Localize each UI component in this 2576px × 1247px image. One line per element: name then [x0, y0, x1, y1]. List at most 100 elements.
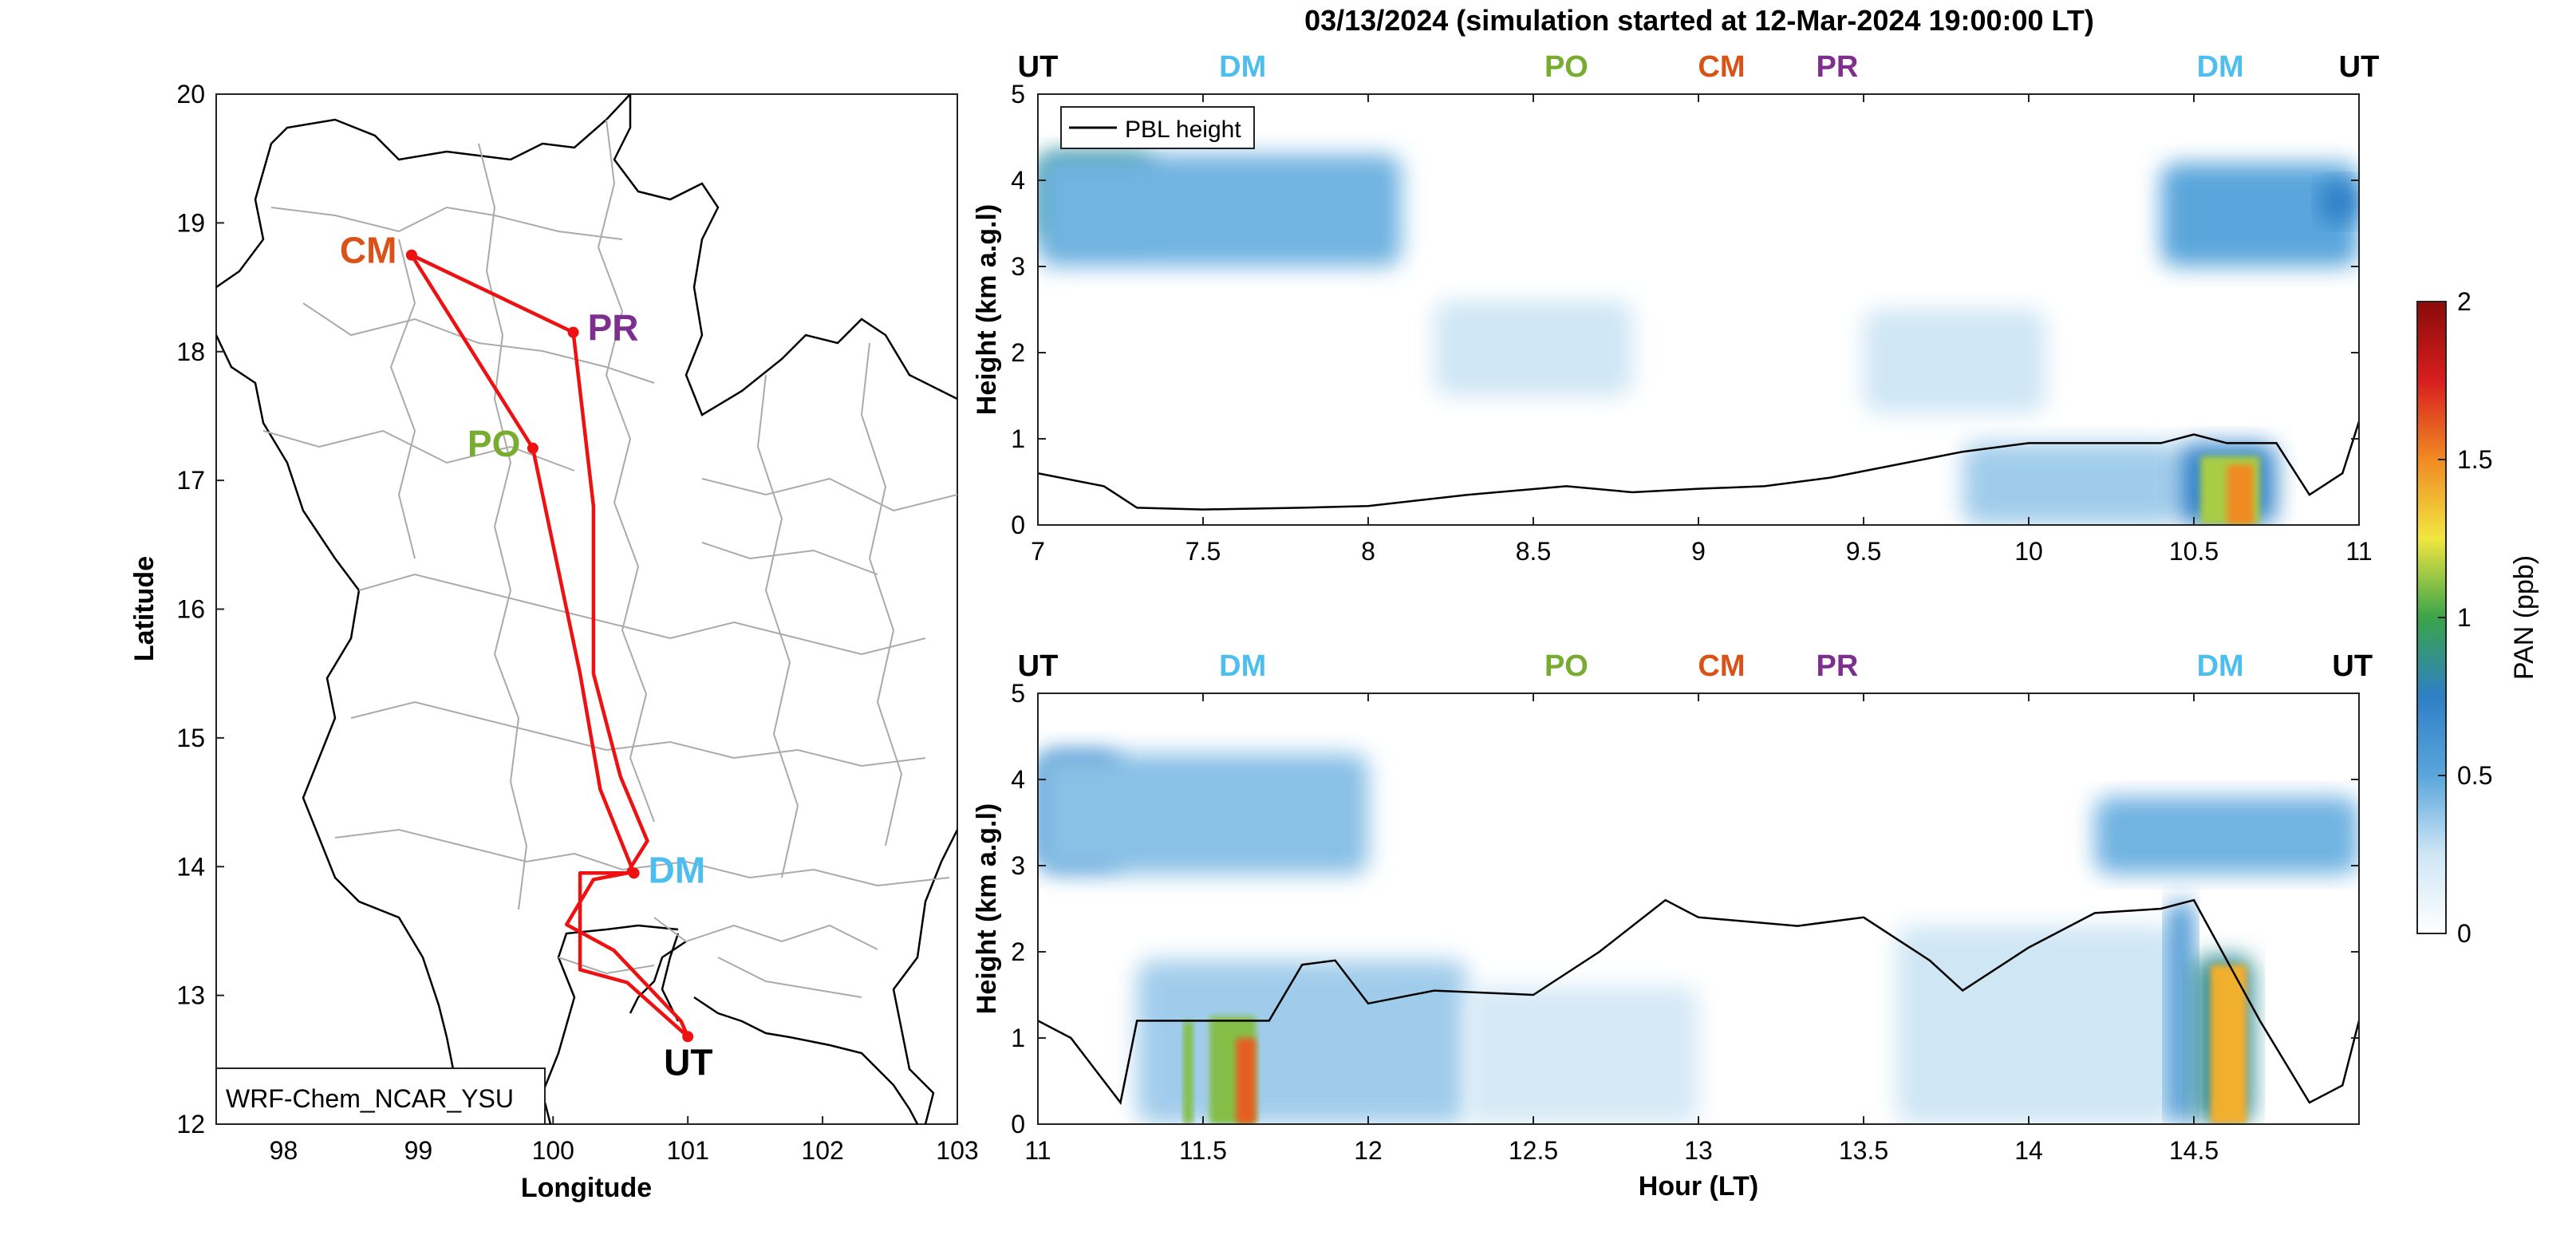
colorbar-tick-label: 0.5 [2457, 761, 2492, 790]
map-y-tick-label: 16 [176, 595, 205, 624]
map-y-tick-label: 19 [176, 208, 205, 237]
map-y-tick-label: 15 [176, 724, 205, 752]
map-y-tick-label: 20 [176, 80, 205, 109]
y-tick-label: 0 [1011, 1110, 1025, 1138]
site-marker-po [527, 442, 538, 454]
x-tick-label: 7.5 [1185, 537, 1221, 566]
site-label-pr: PR [588, 307, 639, 349]
site-label-cm: CM [1698, 50, 1745, 84]
y-tick-label: 5 [1011, 679, 1025, 708]
top-heatmap-panel: 7 7.5 8 8.5 9 9.5 10 10.5 11 0 1 2 3 4 5 UT DM PO CM PR DM… [972, 50, 2379, 566]
y-tick-label: 3 [1011, 851, 1025, 880]
x-tick-label: 12 [1354, 1136, 1383, 1165]
y-tick-label: 5 [1011, 80, 1025, 109]
map-axes-box [215, 93, 958, 1125]
top-pan-field [1038, 154, 2359, 525]
map-y-label: Latitude [129, 556, 160, 661]
colorbar-tick-label: 2 [2457, 287, 2471, 316]
map-x-label: Longitude [521, 1173, 652, 1203]
bottom-y-label: Height (km a.g.l) [972, 803, 1002, 1014]
map-x-tick-label: 101 [666, 1136, 708, 1165]
pbl-legend: PBL height [1060, 106, 1255, 149]
site-label-dm: DM [1219, 50, 1266, 84]
map-y-ticks: 12 13 14 15 16 17 18 19 20 [176, 80, 224, 1138]
y-tick-label: 0 [1011, 511, 1025, 539]
x-tick-label: 13.5 [1839, 1136, 1888, 1165]
y-tick-label: 1 [1011, 1024, 1025, 1052]
site-label-pr: PR [1816, 50, 1858, 84]
site-label-dm: DM [2197, 50, 2244, 84]
colorbar: 0 0.5 1 1.5 2 PAN (ppb) [2416, 287, 2539, 948]
site-label-dm: DM [2197, 649, 2244, 683]
x-tick-label: 14 [2014, 1136, 2043, 1165]
y-tick-label: 2 [1011, 937, 1025, 966]
country-border [216, 94, 957, 1124]
map-x-ticks: 98 99 100 101 102 103 [270, 1116, 979, 1165]
pan-concentration-patch [2167, 900, 2194, 1124]
map-x-tick-label: 99 [404, 1136, 433, 1165]
pan-concentration-patch [1896, 925, 2178, 1124]
pan-concentration-patch [1038, 154, 1402, 266]
bottom-site-labels: UT DM PO CM PR DM UT [1018, 649, 2373, 683]
site-marker-pr [567, 326, 579, 338]
pan-concentration-patch [2160, 163, 2359, 266]
pan-concentration-patch [2227, 464, 2254, 525]
y-tick-label: 2 [1011, 338, 1025, 367]
top-pbl-height-line [1038, 421, 2359, 511]
x-tick-label: 9 [1691, 537, 1706, 566]
pan-concentration-patch [1963, 443, 2178, 525]
top-site-labels: UT DM PO CM PR DM UT [1018, 50, 2380, 84]
pbl-legend-label: PBL height [1125, 116, 1241, 143]
site-label-po: PO [1544, 50, 1588, 84]
map-boundaries: CM PR PO DM UT [216, 94, 957, 1124]
top-y-label: Height (km a.g.l) [972, 204, 1002, 415]
model-annotation-box [215, 1067, 546, 1125]
site-label-ut: UT [664, 1041, 712, 1083]
pan-concentration-patch [1467, 986, 1698, 1124]
top-x-ticks: 7 7.5 8 8.5 9 9.5 10 10.5 11 [1031, 94, 2373, 566]
y-tick-label: 4 [1011, 765, 1025, 794]
map-y-tick-label: 12 [176, 1110, 205, 1138]
pan-concentration-patch [1864, 310, 2045, 413]
x-tick-label: 11 [1024, 1136, 1051, 1165]
site-label-cm: CM [1698, 649, 1745, 683]
province-borders [262, 119, 957, 998]
site-label-cm: CM [340, 230, 397, 271]
bottom-pbl-height-line [1038, 898, 2359, 1105]
site-label-pr: PR [1816, 649, 1858, 683]
colorbar-label: PAN (ppb) [2509, 555, 2539, 680]
x-tick-label: 9.5 [1846, 537, 1881, 566]
x-tick-label: 13 [1684, 1136, 1713, 1165]
pan-concentration-patch [2319, 180, 2359, 223]
map-x-tick-label: 100 [532, 1136, 574, 1165]
y-tick-label: 3 [1011, 252, 1025, 281]
x-tick-label: 8.5 [1516, 537, 1551, 566]
map-x-tick-label: 103 [936, 1136, 978, 1165]
x-tick-label: 12.5 [1509, 1136, 1558, 1165]
bottom-x-label: Hour (LT) [1639, 1171, 1758, 1202]
colorbar-tick-label: 1 [2457, 603, 2471, 632]
site-markers: CM PR PO DM UT [340, 230, 713, 1083]
model-annotation: WRF-Chem_NCAR_YSU [226, 1084, 514, 1113]
x-tick-label: 11 [2345, 537, 2372, 566]
x-tick-label: 8 [1361, 537, 1375, 566]
y-tick-label: 4 [1011, 166, 1025, 195]
colorbar-tick-label: 1.5 [2457, 445, 2492, 474]
map-y-tick-label: 13 [176, 981, 205, 1010]
map-x-tick-label: 98 [270, 1136, 298, 1165]
pan-concentration-patch [1236, 1038, 1256, 1124]
site-marker-dm [628, 867, 640, 879]
pan-concentration-patch [2210, 965, 2247, 1124]
map-y-tick-label: 18 [176, 337, 205, 366]
pan-concentration-patch [1183, 1020, 1193, 1124]
figure-title: 03/13/2024 (simulation started at 12-Mar… [1304, 4, 2094, 37]
x-tick-label: 10 [2014, 537, 2043, 566]
site-label-po: PO [467, 423, 520, 464]
x-tick-label: 10.5 [2169, 537, 2219, 566]
site-label-dm: DM [649, 849, 706, 890]
flight-track [409, 253, 690, 1038]
map-panel: CM PR PO DM UT 98 99 100 101 102 103 12 13 14 15 16 17… [129, 80, 979, 1203]
map-y-tick-label: 14 [176, 852, 205, 881]
